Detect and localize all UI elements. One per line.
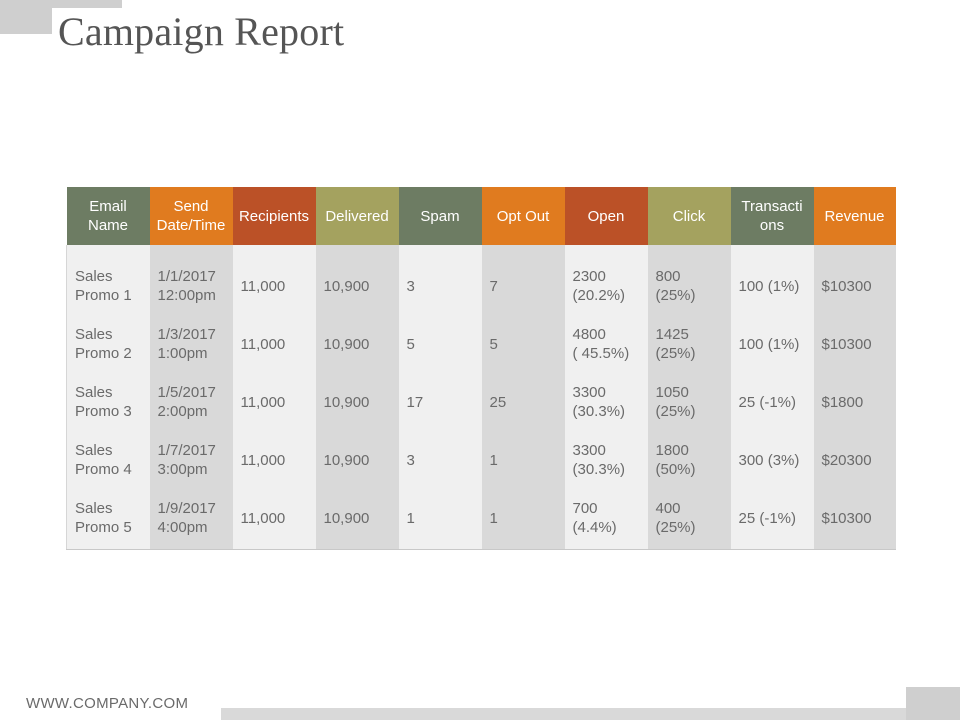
cell-send-date: 1/3/2017 1:00pm bbox=[149, 315, 233, 373]
cell-delivered: 10,900 bbox=[315, 489, 399, 550]
cell-open: 4800 ( 45.5%) bbox=[564, 315, 648, 373]
cell-recipients: 11,000 bbox=[232, 373, 316, 431]
column-header-transactions: Transacti ons bbox=[730, 187, 814, 245]
cell-send-date: 1/1/2017 12:00pm bbox=[149, 245, 233, 315]
cell-recipients: 11,000 bbox=[232, 245, 316, 315]
table-row: Sales Promo 5 1/9/2017 4:00pm 11,000 10,… bbox=[66, 489, 896, 550]
cell-revenue: $20300 bbox=[813, 431, 896, 489]
column-header-send-date: Send Date/Time bbox=[149, 187, 233, 245]
cell-click: 400 (25%) bbox=[647, 489, 731, 550]
cell-spam: 3 bbox=[398, 245, 482, 315]
cell-click: 1050 (25%) bbox=[647, 373, 731, 431]
column-header-opt-out: Opt Out bbox=[481, 187, 565, 245]
cell-email-name: Sales Promo 4 bbox=[66, 431, 150, 489]
campaign-table: Email Name Send Date/Time Recipients Del… bbox=[66, 187, 896, 550]
cell-open: 3300 (30.3%) bbox=[564, 431, 648, 489]
page-title: Campaign Report bbox=[58, 9, 345, 54]
column-header-email-name: Email Name bbox=[66, 187, 150, 245]
corner-decoration-top-strip bbox=[52, 0, 122, 8]
footer-corner-decoration bbox=[906, 687, 960, 720]
cell-delivered: 10,900 bbox=[315, 245, 399, 315]
cell-transactions: 100 (1%) bbox=[730, 315, 814, 373]
cell-recipients: 11,000 bbox=[232, 315, 316, 373]
cell-send-date: 1/7/2017 3:00pm bbox=[149, 431, 233, 489]
cell-transactions: 300 (3%) bbox=[730, 431, 814, 489]
cell-email-name: Sales Promo 5 bbox=[66, 489, 150, 550]
column-header-spam: Spam bbox=[398, 187, 482, 245]
cell-spam: 5 bbox=[398, 315, 482, 373]
cell-opt-out: 1 bbox=[481, 431, 565, 489]
cell-click: 800 (25%) bbox=[647, 245, 731, 315]
cell-open: 700 (4.4%) bbox=[564, 489, 648, 550]
cell-email-name: Sales Promo 1 bbox=[66, 245, 150, 315]
cell-delivered: 10,900 bbox=[315, 315, 399, 373]
table-row: Sales Promo 3 1/5/2017 2:00pm 11,000 10,… bbox=[66, 373, 896, 431]
cell-click: 1425 (25%) bbox=[647, 315, 731, 373]
cell-transactions: 100 (1%) bbox=[730, 245, 814, 315]
column-header-recipients: Recipients bbox=[232, 187, 316, 245]
cell-open: 3300 (30.3%) bbox=[564, 373, 648, 431]
cell-revenue: $10300 bbox=[813, 489, 896, 550]
column-header-revenue: Revenue bbox=[813, 187, 896, 245]
column-header-click: Click bbox=[647, 187, 731, 245]
cell-send-date: 1/9/2017 4:00pm bbox=[149, 489, 233, 550]
table-row: Sales Promo 2 1/3/2017 1:00pm 11,000 10,… bbox=[66, 315, 896, 373]
table-header-row: Email Name Send Date/Time Recipients Del… bbox=[66, 187, 896, 245]
table-row: Sales Promo 1 1/1/2017 12:00pm 11,000 10… bbox=[66, 245, 896, 315]
cell-opt-out: 5 bbox=[481, 315, 565, 373]
corner-decoration-top bbox=[0, 0, 52, 34]
cell-spam: 1 bbox=[398, 489, 482, 550]
cell-delivered: 10,900 bbox=[315, 431, 399, 489]
table-row: Sales Promo 4 1/7/2017 3:00pm 11,000 10,… bbox=[66, 431, 896, 489]
cell-spam: 3 bbox=[398, 431, 482, 489]
cell-opt-out: 1 bbox=[481, 489, 565, 550]
footer-bar-decoration bbox=[221, 708, 906, 720]
cell-transactions: 25 (-1%) bbox=[730, 373, 814, 431]
column-header-delivered: Delivered bbox=[315, 187, 399, 245]
cell-recipients: 11,000 bbox=[232, 489, 316, 550]
cell-revenue: $10300 bbox=[813, 245, 896, 315]
cell-click: 1800 (50%) bbox=[647, 431, 731, 489]
cell-transactions: 25 (-1%) bbox=[730, 489, 814, 550]
cell-opt-out: 25 bbox=[481, 373, 565, 431]
cell-recipients: 11,000 bbox=[232, 431, 316, 489]
cell-delivered: 10,900 bbox=[315, 373, 399, 431]
cell-email-name: Sales Promo 2 bbox=[66, 315, 150, 373]
cell-revenue: $10300 bbox=[813, 315, 896, 373]
cell-opt-out: 7 bbox=[481, 245, 565, 315]
cell-open: 2300 (20.2%) bbox=[564, 245, 648, 315]
cell-spam: 17 bbox=[398, 373, 482, 431]
footer-website: WWW.COMPANY.COM bbox=[26, 695, 189, 712]
cell-send-date: 1/5/2017 2:00pm bbox=[149, 373, 233, 431]
cell-revenue: $1800 bbox=[813, 373, 896, 431]
cell-email-name: Sales Promo 3 bbox=[66, 373, 150, 431]
column-header-open: Open bbox=[564, 187, 648, 245]
